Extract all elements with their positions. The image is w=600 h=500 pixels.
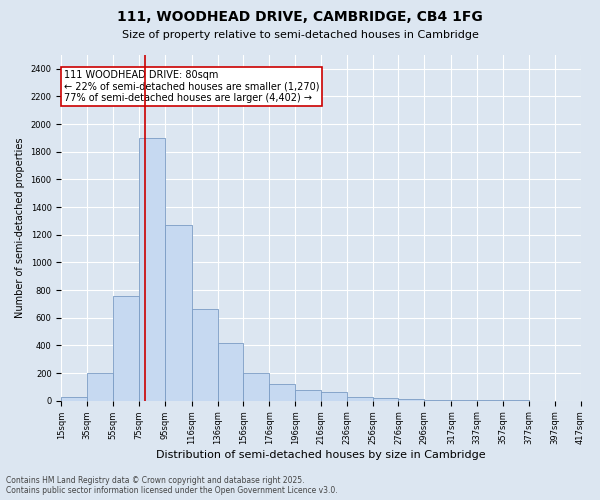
- Bar: [61, 396, 87, 400]
- Bar: [244, 373, 269, 400]
- Bar: [218, 342, 244, 400]
- Bar: [295, 390, 321, 400]
- Y-axis label: Number of semi-detached properties: Number of semi-detached properties: [15, 138, 25, 318]
- Bar: [139, 138, 165, 400]
- Bar: [347, 396, 373, 400]
- Text: Size of property relative to semi-detached houses in Cambridge: Size of property relative to semi-detach…: [122, 30, 478, 40]
- Text: Contains HM Land Registry data © Crown copyright and database right 2025.
Contai: Contains HM Land Registry data © Crown c…: [6, 476, 338, 495]
- Text: 111, WOODHEAD DRIVE, CAMBRIDGE, CB4 1FG: 111, WOODHEAD DRIVE, CAMBRIDGE, CB4 1FG: [117, 10, 483, 24]
- Bar: [87, 373, 113, 400]
- X-axis label: Distribution of semi-detached houses by size in Cambridge: Distribution of semi-detached houses by …: [156, 450, 486, 460]
- Bar: [373, 398, 398, 400]
- Bar: [192, 310, 218, 400]
- Bar: [321, 392, 347, 400]
- Text: 111 WOODHEAD DRIVE: 80sqm
← 22% of semi-detached houses are smaller (1,270)
77% : 111 WOODHEAD DRIVE: 80sqm ← 22% of semi-…: [64, 70, 319, 103]
- Bar: [269, 384, 295, 400]
- Bar: [113, 296, 139, 401]
- Bar: [165, 225, 192, 400]
